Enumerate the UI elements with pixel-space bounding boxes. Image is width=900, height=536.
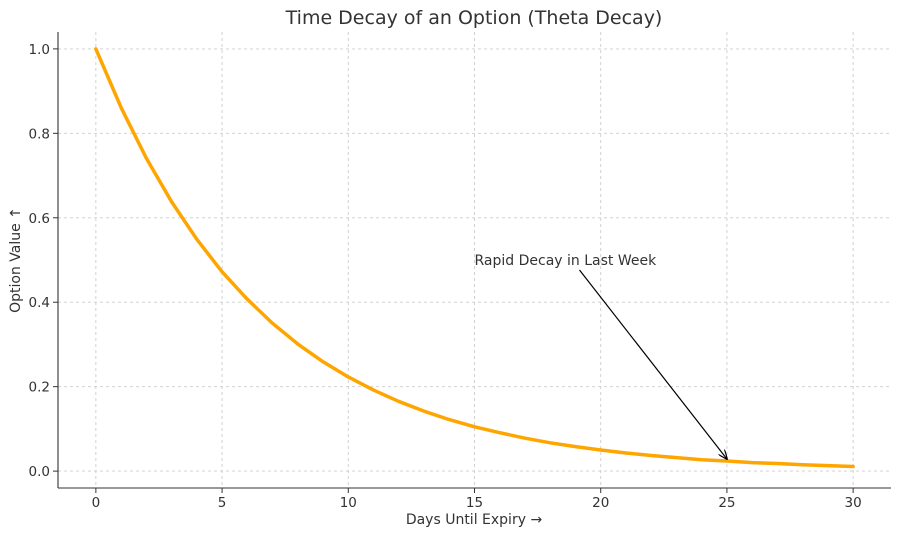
data-point <box>498 431 501 434</box>
data-point <box>675 456 678 459</box>
grid <box>58 32 891 488</box>
annotation-text: Rapid Decay in Last Week <box>475 253 658 269</box>
x-tick-label: 0 <box>92 495 101 511</box>
y-tick-label: 1.0 <box>29 42 50 58</box>
x-tick-label: 10 <box>340 495 357 511</box>
data-point <box>271 322 274 325</box>
data-point <box>246 298 249 301</box>
data-point <box>826 464 829 467</box>
y-tick-label: 0.8 <box>29 126 50 142</box>
data-point <box>650 454 653 457</box>
x-tick-label: 15 <box>466 495 483 511</box>
data-point <box>523 437 526 440</box>
data-point <box>372 388 375 391</box>
y-tick-label: 0.0 <box>29 464 50 480</box>
data-point <box>852 465 855 468</box>
data-point <box>776 462 779 465</box>
data-point <box>195 238 198 241</box>
data-point <box>120 106 123 109</box>
annotation-arrow <box>579 269 727 459</box>
axes: 0 5 10 15 20 25 30 0.0 0.2 0.4 0.6 0.8 1.0 <box>29 32 891 511</box>
y-tick-label: 0.6 <box>29 211 50 227</box>
chart-title: Time Decay of an Option (Theta Decay) <box>285 7 663 29</box>
x-axis-label: Days Until Expiry → <box>406 512 543 528</box>
data-point <box>94 47 97 50</box>
data-point <box>220 270 223 273</box>
data-point <box>321 360 324 363</box>
data-point <box>422 410 425 413</box>
data-point <box>145 157 148 160</box>
data-point <box>725 459 728 462</box>
y-tick-label: 0.2 <box>29 380 50 396</box>
data-point <box>448 418 451 421</box>
x-tick-label: 25 <box>718 495 735 511</box>
annotation: Rapid Decay in Last Week <box>475 253 727 459</box>
y-axis-label: Option Value ↑ <box>8 207 24 313</box>
data-point <box>599 448 602 451</box>
x-tick-label: 5 <box>218 495 227 511</box>
x-tick-label: 30 <box>845 495 862 511</box>
data-point <box>801 463 804 466</box>
data-point <box>574 445 577 448</box>
y-tick-label: 0.4 <box>29 295 50 311</box>
data-point <box>473 425 476 428</box>
data-point <box>170 200 173 203</box>
data-point <box>347 375 350 378</box>
data-point <box>397 400 400 403</box>
data-point <box>624 451 627 454</box>
data-point <box>700 458 703 461</box>
data-point <box>549 441 552 444</box>
data-point <box>751 461 754 464</box>
data-point <box>296 342 299 345</box>
x-tick-label: 20 <box>592 495 609 511</box>
